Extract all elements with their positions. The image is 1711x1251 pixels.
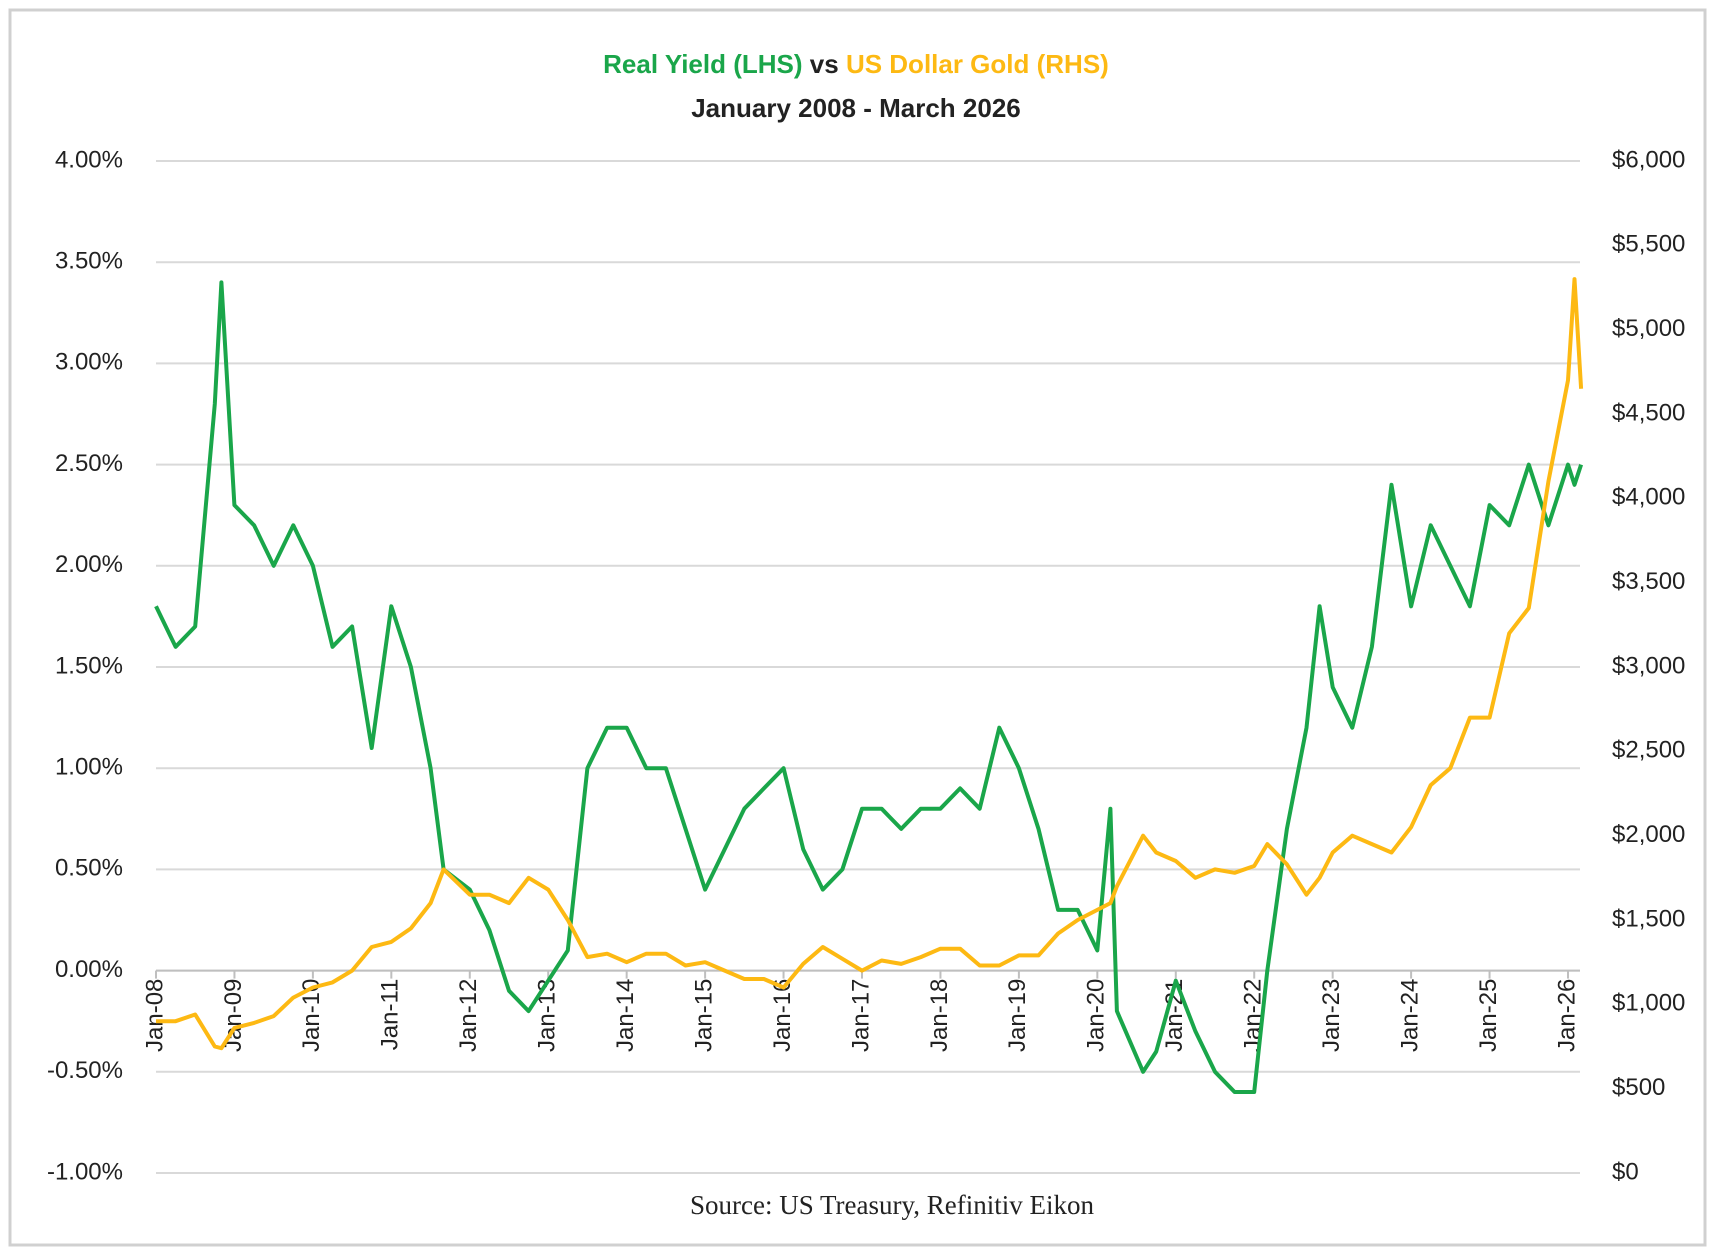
y-tick-label: 2.00% (55, 551, 123, 578)
y2-tick-label: $4,000 (1612, 484, 1685, 511)
title-part: US Dollar Gold (RHS) (846, 49, 1109, 79)
y-tick-label: -1.00% (47, 1158, 123, 1185)
y-tick-label: 3.50% (55, 248, 123, 275)
x-tick-label: Jan-17 (847, 979, 874, 1052)
y-tick-label: 1.50% (55, 652, 123, 679)
chart-title: Real Yield (LHS) vs US Dollar Gold (RHS) (603, 49, 1109, 79)
y2-tick-label: $0 (1612, 1158, 1639, 1185)
x-tick-label: Jan-23 (1318, 979, 1345, 1052)
x-tick-label: Jan-20 (1083, 979, 1110, 1052)
x-tick-label: Jan-16 (769, 979, 796, 1052)
x-tick-label: Jan-26 (1553, 979, 1580, 1052)
y-tick-label: 1.00% (55, 754, 123, 781)
x-tick-label: Jan-24 (1396, 979, 1423, 1052)
y-tick-label: 4.00% (55, 146, 123, 173)
y2-tick-label: $3,000 (1612, 652, 1685, 679)
x-tick-label: Jan-19 (1004, 979, 1031, 1052)
y-tick-label: 3.00% (55, 349, 123, 376)
y2-tick-label: $3,500 (1612, 568, 1685, 595)
y-tick-label: 0.00% (55, 956, 123, 983)
y-tick-label: 2.50% (55, 450, 123, 477)
x-tick-label: Jan-25 (1475, 979, 1502, 1052)
y2-tick-label: $5,500 (1612, 231, 1685, 258)
x-tick-label: Jan-18 (926, 979, 953, 1052)
y2-tick-label: $5,000 (1612, 315, 1685, 342)
title-part: vs (810, 49, 839, 79)
title-part: Real Yield (LHS) (603, 49, 802, 79)
x-tick-label: Jan-11 (377, 979, 404, 1051)
y-tick-label: 0.50% (55, 855, 123, 882)
chart-subtitle: January 2008 - March 2026 (691, 93, 1021, 123)
y-tick-label: -0.50% (47, 1057, 123, 1084)
series-line (154, 280, 1584, 1094)
y2-tick-label: $6,000 (1612, 146, 1685, 173)
y2-tick-label: $1,500 (1612, 905, 1685, 932)
source-note: Source: US Treasury, Refinitiv Eikon (690, 1190, 1094, 1220)
x-tick-label: Jan-08 (141, 979, 168, 1052)
chart-frame (8, 8, 1707, 1247)
y2-tick-label: $500 (1612, 1074, 1665, 1101)
y2-tick-label: $1,000 (1612, 990, 1685, 1017)
x-tick-label: Jan-09 (220, 979, 247, 1052)
x-tick-label: Jan-14 (612, 979, 639, 1052)
y2-tick-label: $4,500 (1612, 399, 1685, 426)
x-tick-label: Jan-13 (534, 979, 561, 1052)
y2-tick-label: $2,500 (1612, 737, 1685, 764)
x-tick-label: Jan-12 (455, 979, 482, 1052)
y2-tick-label: $2,000 (1612, 821, 1685, 848)
series-line (156, 277, 1584, 1051)
x-tick-label: Jan-15 (690, 979, 717, 1052)
